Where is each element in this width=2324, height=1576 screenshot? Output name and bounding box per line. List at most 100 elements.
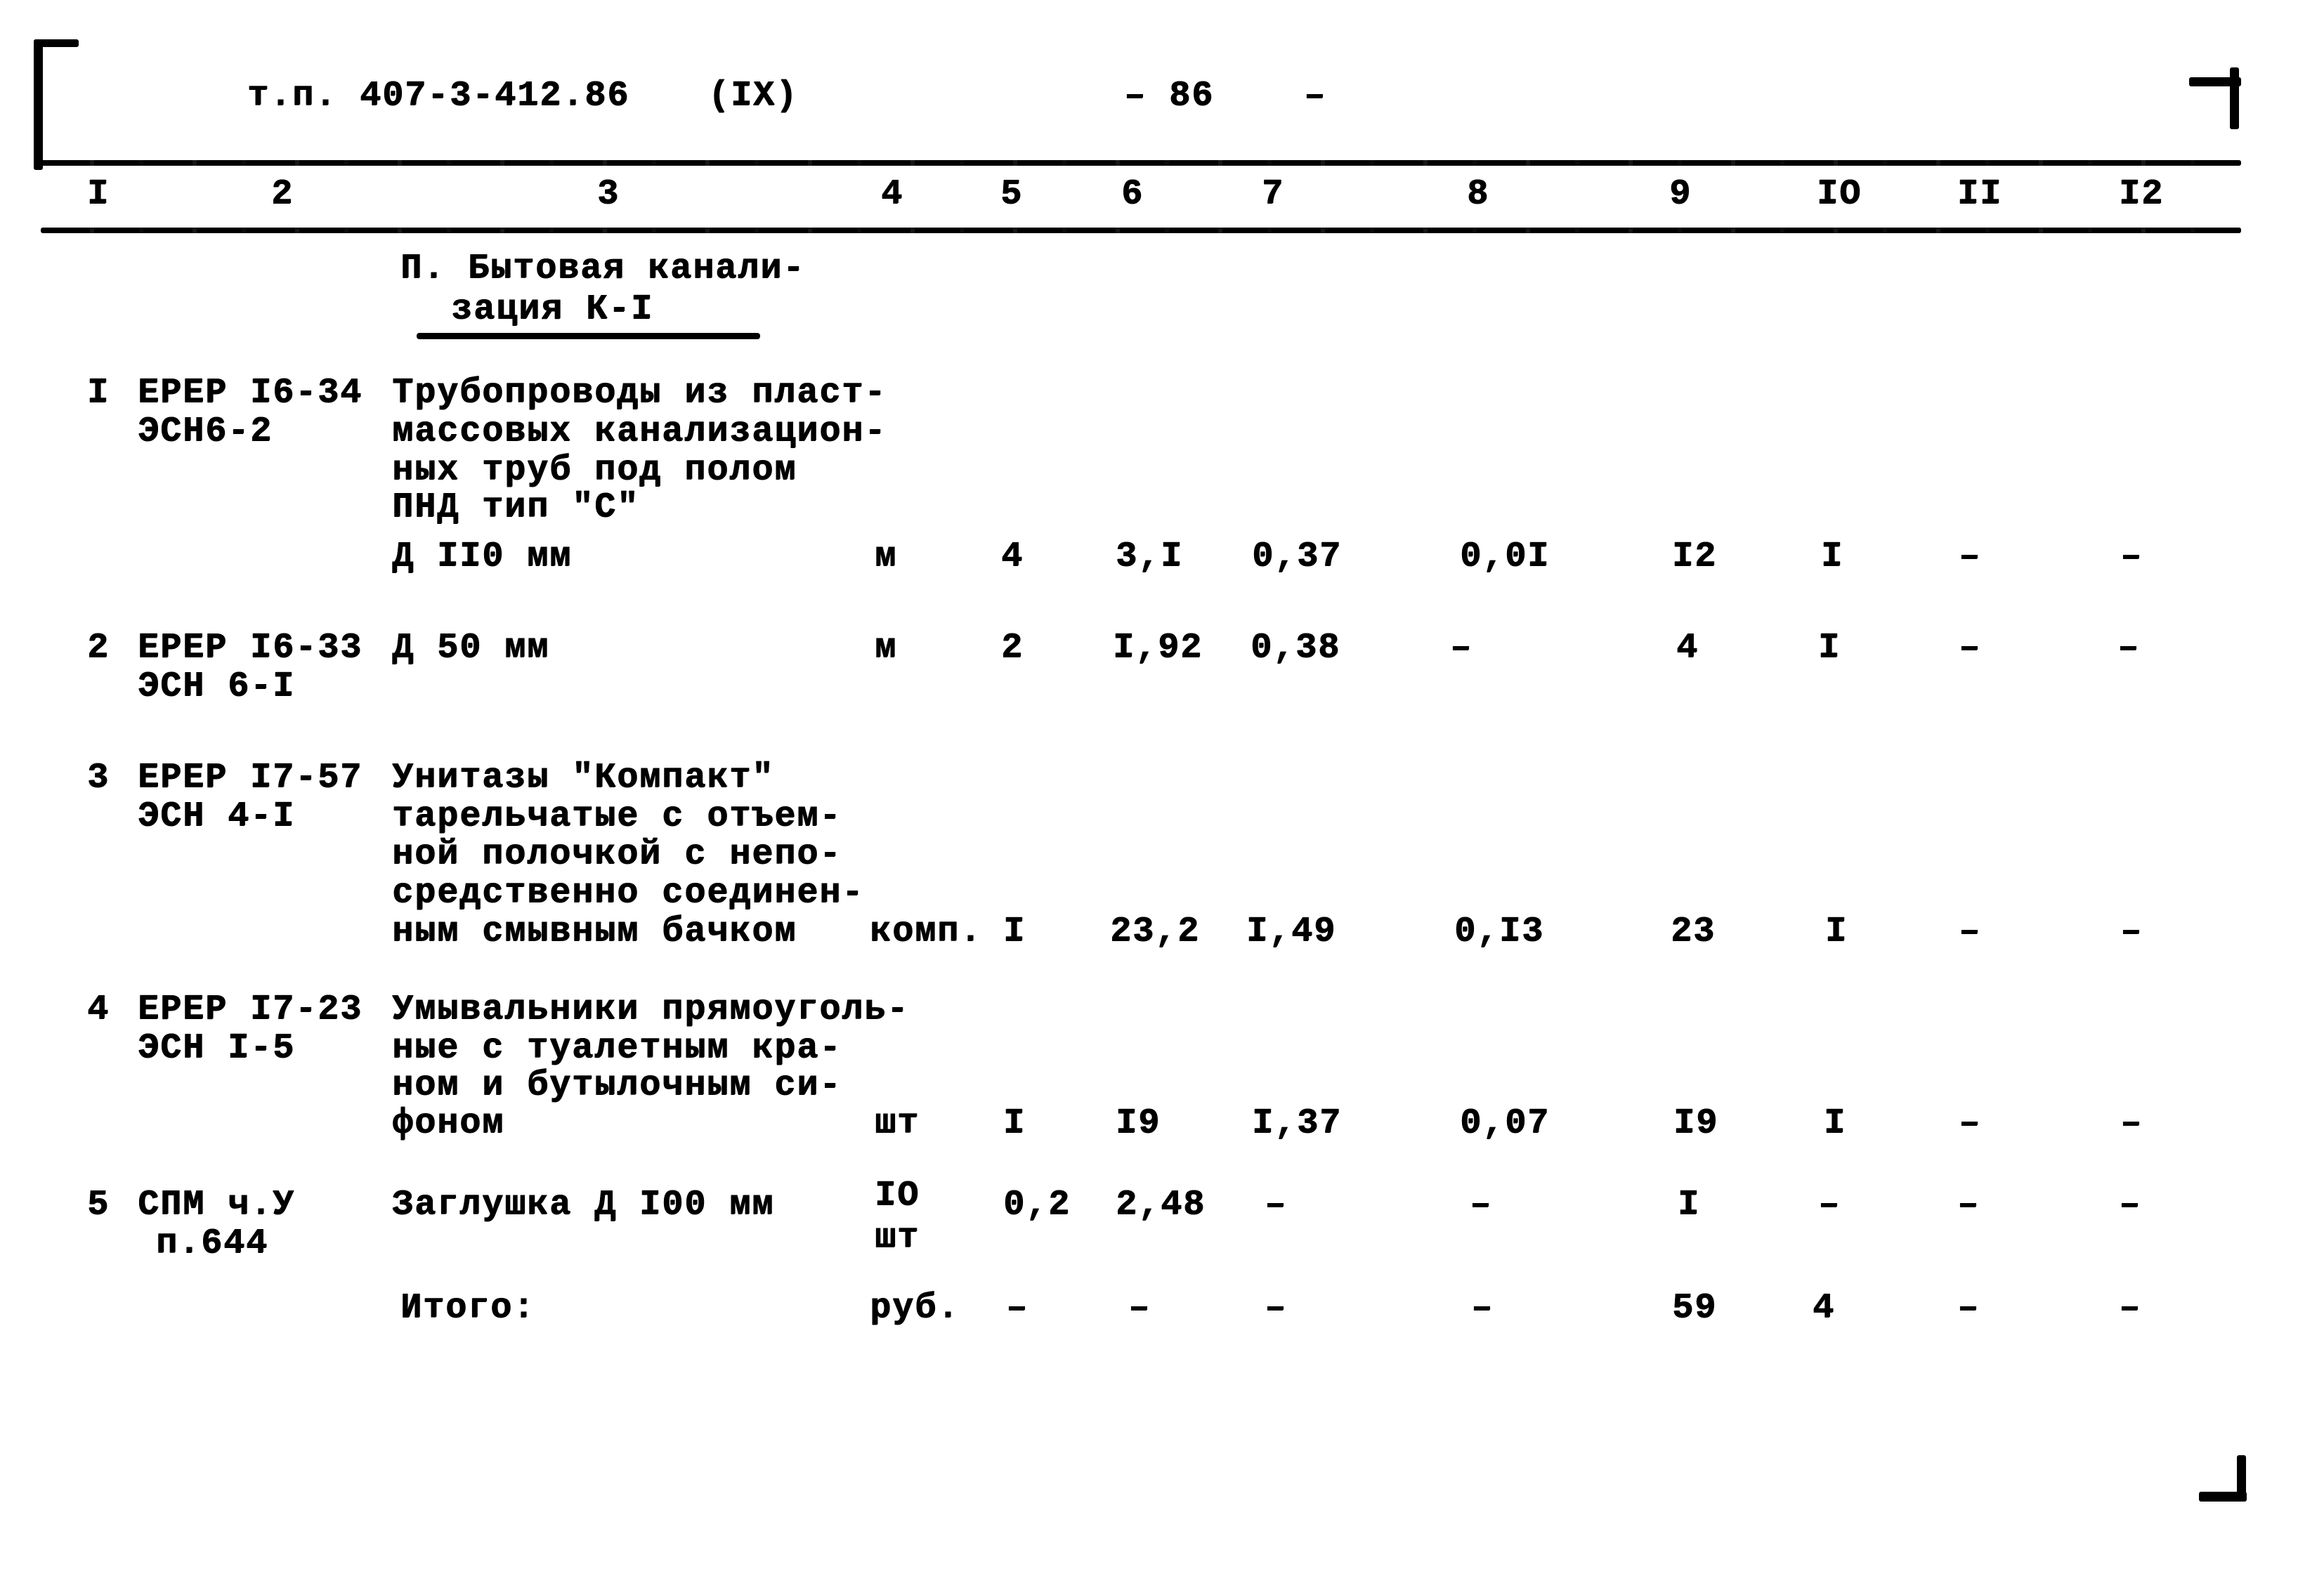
row-desc-line: ные с туалетным кра-	[392, 1028, 842, 1068]
cell-value: I9	[1673, 1103, 1719, 1143]
cell-value: 0,0I	[1460, 537, 1551, 577]
row-desc-line: ПНД тип "С"	[392, 487, 640, 527]
totals-dash: –	[2119, 1288, 2142, 1328]
cell-value: 3,I	[1116, 537, 1184, 577]
cell-value: I,49	[1246, 912, 1337, 952]
cell-value: I2	[1672, 537, 1718, 577]
row-code-line1: ЕРЕР I7-23	[138, 990, 363, 1030]
crop-mark-top-left	[34, 39, 79, 47]
totals-dash: –	[1471, 1288, 1494, 1328]
row-desc-line: массовых канализацион-	[392, 412, 887, 452]
cell-value: I	[1821, 537, 1844, 577]
row-variant: Д II0 мм	[392, 537, 573, 577]
cell-value: I,37	[1252, 1103, 1343, 1143]
row-desc-line: Д 50 мм	[392, 628, 550, 668]
column-header-3: 3	[597, 174, 620, 214]
cell-unit: комп.	[870, 912, 983, 952]
row-desc-line: Заглушка Д I00 мм	[392, 1185, 775, 1225]
section-title-line2: зация К-I	[451, 289, 654, 329]
cell-dash: –	[2120, 912, 2143, 952]
cell-value: 0,I3	[1454, 912, 1545, 952]
table-rule-top	[41, 160, 2241, 166]
crop-mark-bottom-right	[2199, 1492, 2247, 1502]
row-desc-line: фоном	[392, 1103, 505, 1143]
section-title-line1: П. Бытовая канали-	[400, 249, 806, 289]
row-code-line2: ЭСН 4-I	[138, 796, 296, 836]
row-desc-line: ным смывным бачком	[392, 912, 797, 952]
column-header-12: I2	[2119, 174, 2165, 214]
row-number: 3	[87, 758, 110, 798]
cell-quantity: I	[1003, 912, 1026, 952]
cell-dash: –	[1450, 628, 1473, 668]
totals-value: 4	[1813, 1288, 1836, 1328]
row-number: 4	[87, 990, 110, 1030]
column-header-10: IO	[1817, 174, 1862, 214]
row-code-line1: ЕРЕР I6-33	[138, 628, 363, 668]
section-title-underline	[417, 333, 760, 339]
totals-dash: –	[1265, 1288, 1288, 1328]
cell-dash: –	[1959, 537, 1982, 577]
row-code-line2: ЭСН6-2	[138, 412, 273, 452]
doc-code: т.п. 407-3-412.86	[247, 76, 630, 116]
column-header-6: 6	[1121, 174, 1144, 214]
cell-dash: –	[2120, 1103, 2143, 1143]
row-number: 2	[87, 628, 110, 668]
cell-unit: м	[875, 537, 898, 577]
crop-mark-bottom-right-stem	[2237, 1455, 2246, 1502]
cell-dash: –	[2120, 537, 2143, 577]
cell-dash: –	[1818, 1185, 1841, 1225]
row-desc-line: тарельчатые с отъем-	[392, 796, 842, 836]
cell-dash: –	[1957, 1185, 1980, 1225]
row-desc-line: Унитазы "Компакт"	[392, 758, 775, 798]
row-desc-line: ном и бутылочным си-	[392, 1065, 842, 1105]
column-header-1: I	[87, 174, 110, 214]
cell-value: 0,38	[1251, 628, 1341, 668]
cell-value: 23,2	[1110, 912, 1201, 952]
cell-dash: –	[1959, 628, 1982, 668]
doc-series: (IX)	[708, 76, 799, 116]
cell-value: 0,37	[1252, 537, 1343, 577]
row-number: 5	[87, 1185, 110, 1225]
cell-value: I	[1678, 1185, 1701, 1225]
column-header-2: 2	[271, 174, 294, 214]
row-code-line2: ЭСН I-5	[138, 1028, 296, 1068]
cell-dash: –	[2117, 628, 2141, 668]
row-code-line2: ЭСН 6-I	[138, 666, 296, 707]
crop-mark-top-right-stem	[2230, 67, 2239, 129]
totals-dash: –	[1128, 1288, 1151, 1328]
cell-value: I,92	[1113, 628, 1203, 668]
cell-value: I	[1818, 628, 1841, 668]
row-desc-line: Трубопроводы из пласт-	[392, 373, 887, 413]
column-header-9: 9	[1669, 174, 1692, 214]
totals-dash: –	[1957, 1288, 1980, 1328]
cell-value: 4	[1676, 628, 1699, 668]
cell-unit-line2: шт	[875, 1218, 920, 1258]
totals-value: 59	[1672, 1288, 1718, 1328]
cell-dash: –	[1959, 1103, 1982, 1143]
column-header-8: 8	[1467, 174, 1490, 214]
cell-value: I9	[1116, 1103, 1161, 1143]
cell-value: I	[1824, 1103, 1847, 1143]
cell-quantity: 4	[1001, 537, 1024, 577]
cell-quantity: 2	[1001, 628, 1024, 668]
cell-dash: –	[2119, 1185, 2142, 1225]
column-header-4: 4	[881, 174, 904, 214]
column-header-11: II	[1957, 174, 2003, 214]
totals-label: Итого:	[400, 1288, 536, 1328]
cell-value: 23	[1671, 912, 1716, 952]
row-desc-line: средственно соединен-	[392, 873, 865, 913]
totals-unit: руб.	[870, 1288, 960, 1328]
row-desc-line: Умывальники прямоуголь-	[392, 990, 910, 1030]
page-number: – 86 –	[1124, 76, 1327, 116]
cell-value: I	[1825, 912, 1848, 952]
row-desc-line: ной полочкой с непо-	[392, 834, 842, 874]
cell-unit: шт	[875, 1103, 920, 1143]
crop-mark-top-right	[2189, 77, 2241, 86]
cell-quantity: 0,2	[1003, 1185, 1071, 1225]
column-header-5: 5	[1000, 174, 1024, 214]
row-code-line1: СПМ ч.У	[138, 1185, 296, 1225]
row-desc-line: ных труб под полом	[392, 450, 797, 490]
cell-dash: –	[1959, 912, 1982, 952]
totals-dash: –	[1006, 1288, 1029, 1328]
